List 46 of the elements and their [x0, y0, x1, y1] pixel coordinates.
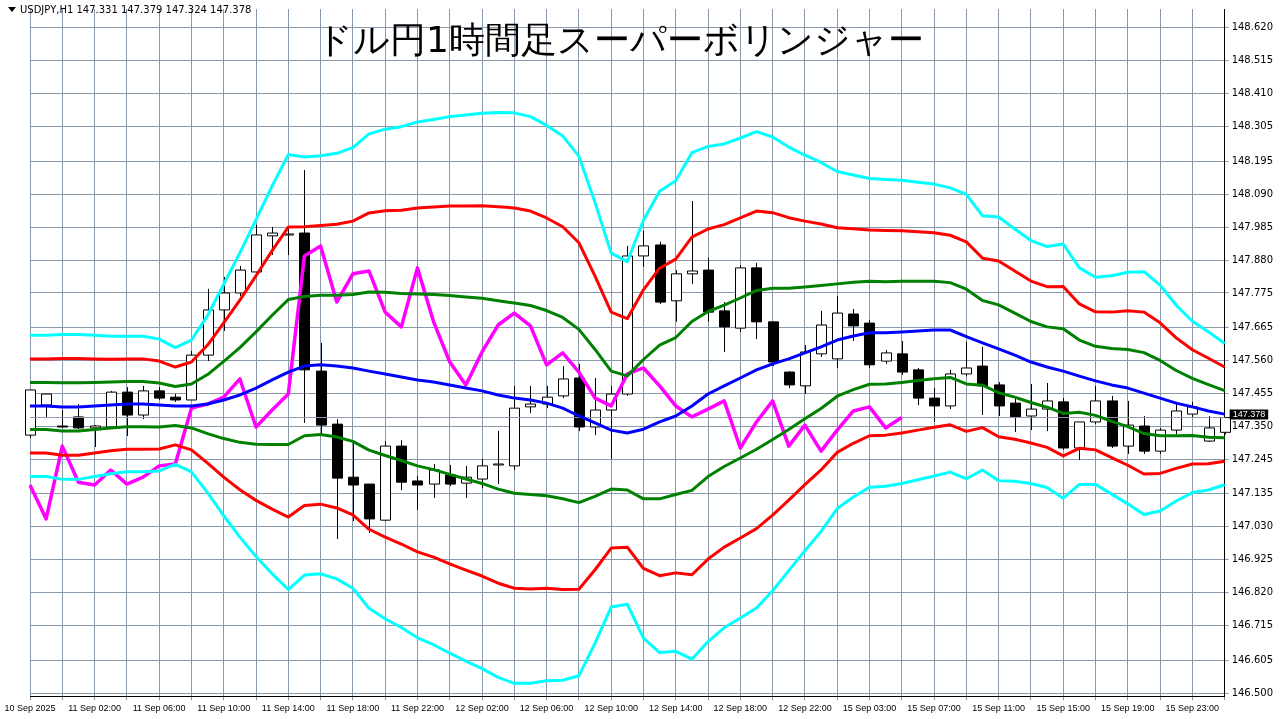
- candlestick: [897, 340, 908, 376]
- y-tick-label: 146.925: [1231, 553, 1274, 565]
- y-tick-label: 146.715: [1231, 619, 1274, 631]
- y-tick-label: 147.985: [1231, 220, 1274, 232]
- chart-title: ドル円1時間足スーパーボリンジャー: [316, 19, 924, 60]
- x-tick-label: 15 Sep 07:00: [907, 703, 961, 714]
- y-tick-label: 148.195: [1231, 154, 1274, 166]
- x-tick-label: 10 Sep 2025: [4, 703, 56, 714]
- x-tick-label: 15 Sep 03:00: [842, 703, 897, 714]
- y-tick-label: 147.030: [1231, 520, 1274, 532]
- y-tick-label: 146.500: [1231, 686, 1274, 698]
- y-tick-label: 148.090: [1231, 187, 1274, 199]
- x-tick-label: 12 Sep 14:00: [648, 703, 703, 714]
- x-tick-label: 15 Sep 19:00: [1101, 703, 1155, 714]
- y-tick-label: 147.880: [1231, 253, 1274, 265]
- y-tick-label: 146.605: [1231, 653, 1274, 665]
- y-tick-label: 147.560: [1231, 354, 1274, 366]
- y-tick-label: 148.515: [1231, 54, 1274, 66]
- x-tick-label: 11 Sep 02:00: [68, 703, 122, 714]
- x-tick-label: 12 Sep 06:00: [519, 703, 574, 714]
- y-tick-label: 148.410: [1231, 87, 1274, 99]
- candlestick: [429, 463, 440, 499]
- y-tick-label: 147.455: [1231, 386, 1274, 398]
- x-tick-label: 11 Sep 10:00: [197, 703, 251, 714]
- x-tick-label: 11 Sep 22:00: [391, 703, 444, 714]
- ref-line-label: 147.378: [1232, 409, 1266, 420]
- x-tick-label: 12 Sep 10:00: [584, 703, 638, 714]
- y-tick-label: 148.305: [1231, 120, 1274, 132]
- x-tick-label: 11 Sep 06:00: [132, 703, 186, 714]
- y-tick-label: 147.775: [1231, 286, 1274, 298]
- x-tick-label: 12 Sep 18:00: [713, 703, 768, 714]
- chart-subtitle: USDJPY,H1 147.331 147.379 147.324 147.378: [20, 4, 252, 15]
- candlestick: [477, 458, 488, 489]
- y-tick-label: 147.245: [1231, 452, 1274, 464]
- y-tick-label: 148.620: [1231, 21, 1274, 33]
- x-tick-label: 15 Sep 15:00: [1036, 703, 1090, 714]
- y-tick-label: 146.820: [1231, 586, 1274, 598]
- x-tick-label: 12 Sep 22:00: [778, 703, 832, 714]
- x-tick-label: 12 Sep 02:00: [455, 703, 509, 714]
- y-tick-label: 147.665: [1231, 321, 1274, 333]
- y-tick-label: 147.350: [1231, 419, 1274, 431]
- x-tick-label: 11 Sep 18:00: [326, 703, 380, 714]
- x-tick-label: 11 Sep 14:00: [261, 703, 315, 714]
- x-tick-label: 15 Sep 23:00: [1165, 703, 1220, 714]
- x-tick-label: 15 Sep 11:00: [972, 703, 1026, 714]
- y-tick-label: 147.135: [1231, 487, 1274, 499]
